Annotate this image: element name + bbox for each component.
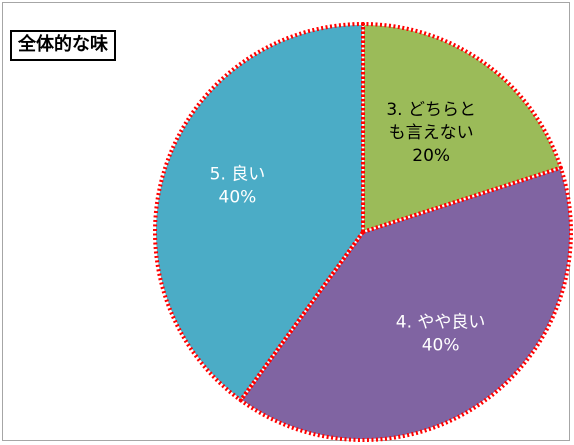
- pie-outline: [153, 22, 573, 442]
- pie-slice-outline-3: [153, 22, 365, 403]
- pie-label-value: 40%: [422, 335, 460, 355]
- pie-label-3: 5. 良い 40%: [210, 165, 266, 208]
- pie-label-category: 4. やや良い: [396, 312, 486, 332]
- pie-label-value: 40%: [219, 188, 257, 208]
- pie-slice-outline-1: [361, 22, 563, 234]
- pie-slices: [154, 22, 572, 442]
- pie-label-category: も言えない: [389, 123, 474, 143]
- pie-labels: 3. どちらとも言えない 20% 4. やや良い 40% 5. 良い 40%: [210, 100, 486, 355]
- pie-slice-outline-2: [238, 165, 573, 442]
- pie-label-category: 5. 良い: [210, 165, 266, 185]
- pie-label-1: 3. どちらとも言えない 20%: [386, 100, 476, 166]
- pie-label-2: 4. やや良い 40%: [396, 312, 486, 355]
- chart-title: 全体的な味: [10, 30, 116, 61]
- pie-label-category: 3. どちらと: [386, 100, 476, 120]
- pie-label-value: 20%: [412, 146, 450, 166]
